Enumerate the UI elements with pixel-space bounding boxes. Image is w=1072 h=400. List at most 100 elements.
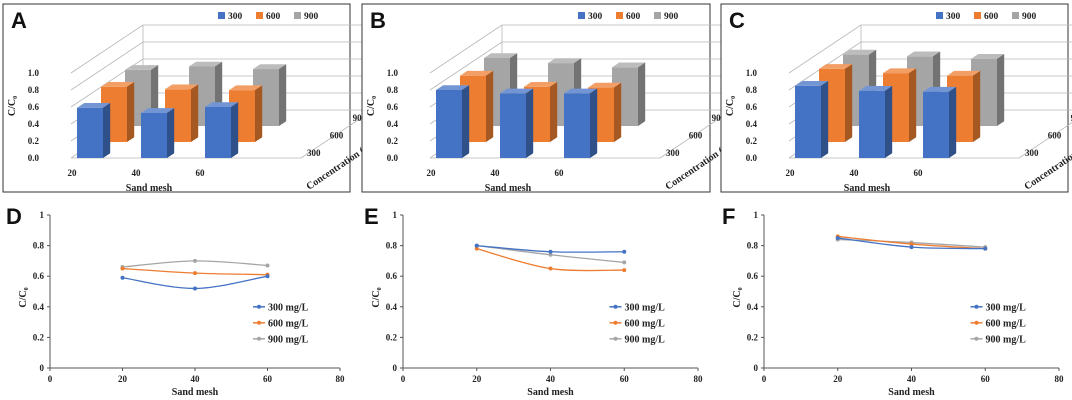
bar-top-face xyxy=(229,85,263,91)
bar-top-face xyxy=(971,54,1005,59)
x-tick-label: 0 xyxy=(401,374,406,384)
legend-swatch-300 xyxy=(936,12,943,19)
data-point xyxy=(909,242,914,247)
x-tick-label: 80 xyxy=(1055,374,1065,384)
data-point xyxy=(548,252,553,257)
bar-side-face xyxy=(997,54,1005,126)
depth-tick-label: 300 xyxy=(666,148,680,158)
bar-300-60 xyxy=(564,88,598,158)
y-tick-label: 1.0 xyxy=(746,68,758,78)
panel-letter: E xyxy=(364,204,379,229)
bar-side-face xyxy=(231,102,239,158)
y-tick-label: 0.2 xyxy=(28,136,40,146)
y-axis-label: C/C₀ xyxy=(18,287,29,307)
x-axis-label: Sand mesh xyxy=(126,183,173,194)
y-tick-label: 0.4 xyxy=(747,302,759,312)
depth-gridline xyxy=(429,41,503,91)
legend-marker xyxy=(974,336,979,341)
legend-label-300: 300 xyxy=(946,12,961,22)
depth-tick-label: 600 xyxy=(689,130,703,140)
bar-top-face xyxy=(588,82,622,88)
y-tick-label: 0.8 xyxy=(746,85,758,95)
bar-side-face xyxy=(638,62,646,126)
data-point xyxy=(983,246,988,251)
bar-top-face xyxy=(859,86,893,91)
y-tick-label: 0.4 xyxy=(33,302,45,312)
bar-side-face xyxy=(821,80,829,158)
y-tick-label: 0 xyxy=(40,363,45,373)
data-point xyxy=(120,266,125,271)
legend-label: 900 mg/L xyxy=(625,334,666,345)
y-tick-label: 0.2 xyxy=(386,332,398,342)
bar-top-face xyxy=(101,81,135,87)
y-tick-label: 0.8 xyxy=(28,85,40,95)
y-tick-label: 0.6 xyxy=(28,102,40,112)
x-tick-label: 20 xyxy=(786,168,796,178)
bar-300-40 xyxy=(500,88,534,158)
panel-a: A 300 600 900 0.0 0.2 0.4 0.6 0.8 1.0 C/C₀ 20 40 60 Sa… xyxy=(2,3,388,194)
legend-swatch-600 xyxy=(974,12,981,19)
bar-300-20 xyxy=(795,80,829,158)
x-tick-label: 0 xyxy=(762,374,767,384)
bar-front-face xyxy=(795,85,821,158)
x-tick-label: 40 xyxy=(850,168,860,178)
bar-top-face xyxy=(819,64,853,69)
bar-top-face xyxy=(436,85,470,90)
legend-label: 600 mg/L xyxy=(986,318,1027,329)
bar-side-face xyxy=(614,82,622,142)
bar-side-face xyxy=(167,108,175,158)
x-tick-label: 0 xyxy=(48,374,53,384)
bar-top-face xyxy=(612,62,646,68)
floor-right-line xyxy=(300,109,374,159)
data-point xyxy=(835,235,840,240)
bar-top-face xyxy=(883,68,917,74)
y-tick-label: 1 xyxy=(754,210,759,220)
bar-top-face xyxy=(165,84,199,90)
bar-top-face xyxy=(189,61,223,67)
depth-gridline xyxy=(70,24,144,74)
bar-top-face xyxy=(843,49,877,55)
y-axis-label: C/C₀ xyxy=(7,96,18,116)
bar-top-face xyxy=(548,58,582,64)
y-tick-label: 0.2 xyxy=(387,136,399,146)
legend-label: 300 mg/L xyxy=(625,302,666,313)
y-tick-label: 0.6 xyxy=(387,102,399,112)
bar-300-20 xyxy=(77,103,111,158)
bar-side-face xyxy=(845,64,853,142)
bar-side-face xyxy=(526,88,534,158)
y-tick-label: 0.8 xyxy=(33,241,45,251)
panel-d: D 0 0.2 0.4 0.6 0.8 1 0 20 40 60 80 Sand mesh C/C₀ 300… xyxy=(6,204,345,398)
y-axis-label: C/C₀ xyxy=(732,287,743,307)
bar-top-face xyxy=(141,108,175,113)
bar-side-face xyxy=(550,81,558,142)
depth-tick-label: 600 xyxy=(1048,130,1062,140)
y-tick-label: 0.0 xyxy=(28,153,40,163)
legend-marker xyxy=(613,336,618,341)
y-tick-label: 0.6 xyxy=(33,271,45,281)
y-tick-label: 0.4 xyxy=(387,119,399,129)
x-axis-label: Sand mesh xyxy=(527,387,574,398)
bar-top-face xyxy=(795,80,829,86)
panel-letter: B xyxy=(370,8,386,33)
y-tick-label: 0.4 xyxy=(28,119,40,129)
legend-label: 300 mg/L xyxy=(986,302,1027,313)
data-point xyxy=(474,243,479,248)
x-axis-label: Sand mesh xyxy=(844,183,891,194)
y-tick-label: 0.8 xyxy=(386,241,398,251)
bar-300-40 xyxy=(141,108,175,158)
bar-top-face xyxy=(125,65,159,70)
legend-marker xyxy=(613,320,618,325)
legend-label: 900 mg/L xyxy=(986,334,1027,345)
legend-label-300: 300 xyxy=(228,12,243,22)
x-tick-label: 20 xyxy=(68,168,78,178)
bar-side-face xyxy=(255,85,263,142)
depth-tick-label: 900 xyxy=(353,113,367,123)
y-tick-label: 1 xyxy=(393,210,398,220)
y-tick-label: 0.2 xyxy=(33,332,45,342)
x-tick-label: 60 xyxy=(555,168,565,178)
bar-front-face xyxy=(141,112,167,158)
y-axis-label: C/C₀ xyxy=(725,96,736,116)
x-tick-label: 60 xyxy=(196,168,206,178)
depth-tick-label: 900 xyxy=(1071,113,1072,123)
x-tick-label: 60 xyxy=(914,168,924,178)
